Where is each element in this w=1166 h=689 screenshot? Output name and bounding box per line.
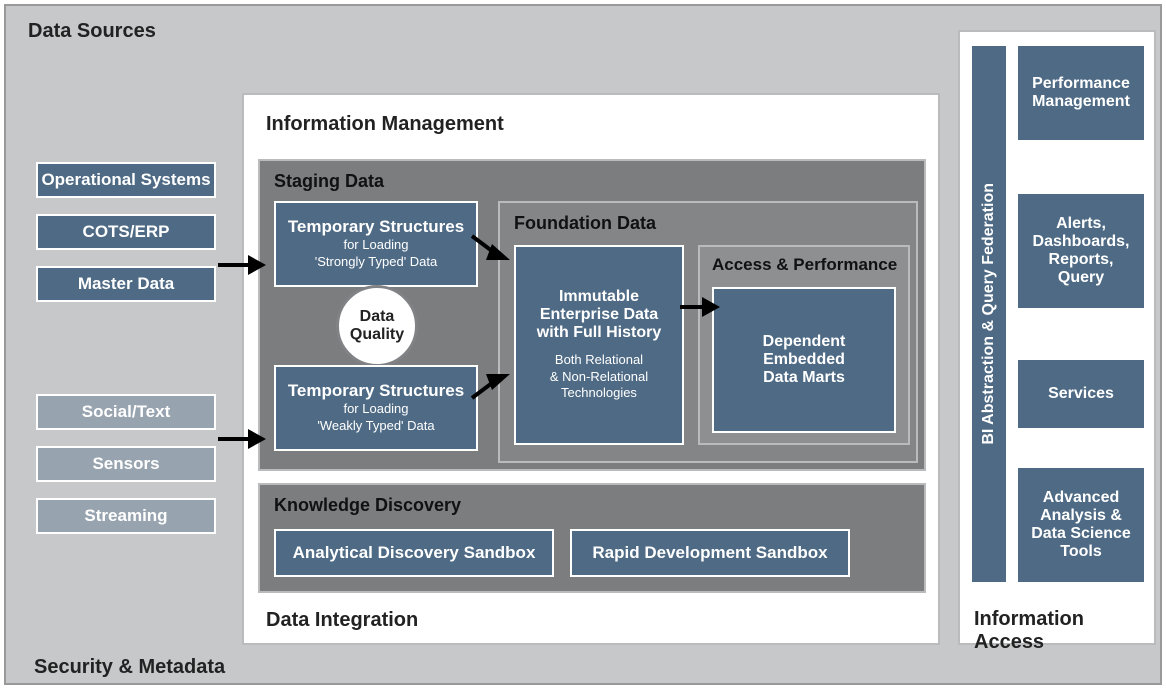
temp-structures-weak: Temporary Structures for Loading 'Weakly…	[274, 365, 478, 451]
access-perf-heading: Access & Performance	[712, 255, 897, 275]
ia-line: Management	[1032, 93, 1130, 111]
info-access-services: Services	[1016, 358, 1146, 430]
source-sensors: Sensors	[36, 446, 216, 482]
source-cots-erp: COTS/ERP	[36, 214, 216, 250]
staging-panel: Staging Data Temporary Structures for Lo…	[258, 159, 926, 471]
info-access-advanced: Advanced Analysis & Data Science Tools	[1016, 466, 1146, 584]
rapid-dev-sandbox-box: Rapid Development Sandbox	[570, 529, 850, 577]
ia-line: Alerts,	[1056, 215, 1106, 233]
temp-sub: 'Strongly Typed' Data	[315, 254, 438, 271]
diagram-canvas: Data Sources Operational Systems COTS/ER…	[4, 4, 1162, 685]
foundation-box: Immutable Enterprise Data with Full Hist…	[514, 245, 684, 445]
analytical-sandbox-box: Analytical Discovery Sandbox	[274, 529, 554, 577]
ia-line: Tools	[1060, 543, 1101, 561]
data-quality-circle: Data Quality	[336, 285, 418, 367]
ia-line: Advanced	[1043, 489, 1119, 507]
info-access-alerts: Alerts, Dashboards, Reports, Query	[1016, 192, 1146, 310]
data-marts-box: Dependent Embedded Data Marts	[712, 287, 896, 433]
temp-sub: 'Weakly Typed' Data	[317, 418, 434, 435]
source-master-data: Master Data	[36, 266, 216, 302]
temp-sub: for Loading	[343, 401, 408, 418]
ia-line: Performance	[1032, 75, 1130, 93]
source-label: Social/Text	[82, 402, 171, 422]
access-perf-panel: Access & Performance Dependent Embedded …	[698, 245, 910, 445]
knowledge-heading: Knowledge Discovery	[274, 495, 461, 516]
dm-line: Dependent	[763, 333, 846, 351]
source-streaming: Streaming	[36, 498, 216, 534]
info-access-heading: Information Access	[974, 608, 1154, 654]
knowledge-panel: Knowledge Discovery Analytical Discovery…	[258, 483, 926, 593]
dm-line: Embedded	[763, 351, 845, 369]
ia-line: Analysis &	[1040, 507, 1122, 525]
source-operational-systems: Operational Systems	[36, 162, 216, 198]
foundation-heading: Foundation Data	[514, 213, 656, 234]
data-integration-heading: Data Integration	[266, 609, 418, 632]
foundation-panel: Foundation Data Immutable Enterprise Dat…	[498, 201, 918, 463]
bi-pillar-label: BI Abstraction & Query Federation	[980, 183, 998, 445]
info-mgmt-card: Information Management Staging Data Temp…	[242, 93, 940, 645]
source-label: Operational Systems	[41, 170, 210, 190]
fd-sub: Both Relational	[555, 352, 643, 369]
circle-line: Quality	[350, 326, 404, 344]
ia-line: Reports,	[1049, 251, 1114, 269]
source-social-text: Social/Text	[36, 394, 216, 430]
fd-sub: Technologies	[561, 385, 637, 402]
temp-sub: for Loading	[343, 237, 408, 254]
sandbox-label: Analytical Discovery Sandbox	[293, 543, 536, 563]
fd-line: with Full History	[537, 324, 661, 342]
info-mgmt-heading: Information Management	[266, 113, 504, 136]
fd-line: Immutable	[559, 288, 639, 306]
bi-pillar: BI Abstraction & Query Federation	[970, 44, 1008, 584]
security-metadata-heading: Security & Metadata	[34, 656, 225, 679]
source-label: Streaming	[84, 506, 167, 526]
info-access-card: BI Abstraction & Query Federation Perfor…	[958, 30, 1156, 645]
ia-line: Services	[1048, 385, 1114, 403]
circle-line: Data	[350, 308, 404, 326]
staging-heading: Staging Data	[274, 171, 384, 192]
temp-structures-strong: Temporary Structures for Loading 'Strong…	[274, 201, 478, 287]
fd-sub: & Non-Relational	[550, 369, 648, 386]
source-label: Sensors	[92, 454, 159, 474]
temp-title: Temporary Structures	[288, 217, 464, 237]
source-label: COTS/ERP	[83, 222, 170, 242]
ia-line: Dashboards,	[1033, 233, 1130, 251]
info-access-perf-mgmt: Performance Management	[1016, 44, 1146, 142]
source-label: Master Data	[78, 274, 174, 294]
ia-line: Data Science	[1031, 525, 1131, 543]
ia-line: Query	[1058, 269, 1104, 287]
temp-title: Temporary Structures	[288, 381, 464, 401]
sandbox-label: Rapid Development Sandbox	[592, 543, 827, 563]
dm-line: Data Marts	[763, 369, 845, 387]
fd-line: Enterprise Data	[540, 306, 658, 324]
data-sources-heading: Data Sources	[28, 20, 156, 43]
